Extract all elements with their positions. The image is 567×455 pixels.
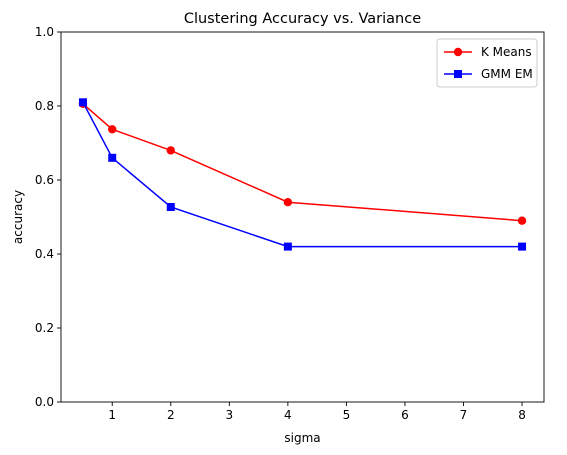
data-point-2 <box>108 153 117 162</box>
x-axis-label: sigma <box>284 431 320 445</box>
x-tick-label: 8 <box>518 408 526 422</box>
legend-swatch-marker <box>454 70 462 78</box>
y-tick-label: 0.6 <box>35 173 54 187</box>
data-point-1 <box>166 146 175 155</box>
x-tick-label: 2 <box>167 408 175 422</box>
x-tick-label: 5 <box>343 408 351 422</box>
data-point-2 <box>166 203 175 212</box>
x-tick-label: 4 <box>284 408 292 422</box>
x-tick-label: 1 <box>108 408 116 422</box>
data-point-1 <box>283 198 293 207</box>
data-point-2 <box>518 242 527 251</box>
y-tick-label: 0.0 <box>35 395 54 409</box>
y-axis-label: accuracy <box>11 190 25 244</box>
series-line-2 <box>82 101 523 248</box>
axes-frame <box>60 31 545 403</box>
x-tick-label: 7 <box>460 408 468 422</box>
y-tick-label: 0.2 <box>35 321 54 335</box>
legend-label: K Means <box>481 45 532 59</box>
x-tick-label: 3 <box>225 408 233 422</box>
x-tick-label: 6 <box>401 408 409 422</box>
y-tick-label: 0.8 <box>35 99 54 113</box>
data-point-2 <box>78 98 87 107</box>
data-point-1 <box>517 216 527 225</box>
legend-swatch-marker <box>453 47 463 57</box>
data-point-2 <box>283 242 292 251</box>
series-line-1 <box>82 103 523 222</box>
plot-area: 1 2 3 4 5 6 7 8 0.0 0.2 0.4 0.6 0.8 1.0 K Means GMM EM <box>35 25 545 422</box>
y-tick-label: 1.0 <box>35 25 54 39</box>
y-tick-label: 0.4 <box>35 247 54 261</box>
chart-title: Clustering Accuracy vs. Variance <box>184 11 421 27</box>
legend-label: GMM EM <box>481 67 533 81</box>
data-point-1 <box>108 125 117 134</box>
